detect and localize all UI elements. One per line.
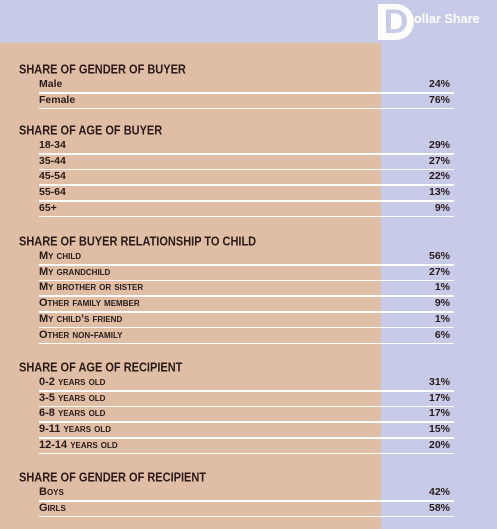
table-row: 35-44 27%	[0, 154, 497, 171]
row-value: 20%	[428, 438, 450, 451]
row-label: 9-11 years old	[39, 423, 111, 436]
section-title: SHARE OF GENDER OF BUYER	[19, 63, 186, 77]
row-label: Other non-family	[39, 328, 123, 341]
row-value: 27%	[428, 154, 450, 167]
chart-title: D ollar Share	[378, 4, 497, 40]
row-value: 1%	[434, 281, 450, 294]
table-row: 18-34 29%	[0, 138, 497, 155]
row-divider	[39, 168, 454, 171]
row-value: 13%	[428, 186, 450, 199]
row-value: 27%	[428, 265, 450, 278]
table-row: Female 76%	[0, 93, 497, 110]
row-divider	[39, 500, 454, 502]
row-value: 9%	[434, 297, 450, 310]
row-value: 42%	[428, 486, 450, 498]
row-value: 1%	[434, 312, 450, 325]
row-divider	[39, 326, 454, 329]
row-divider	[39, 153, 454, 155]
row-divider	[39, 215, 454, 218]
row-label: Boys	[39, 486, 64, 498]
row-label: Girls	[39, 501, 66, 514]
row-divider	[39, 184, 454, 186]
row-value: 6%	[434, 328, 450, 341]
table-row: 6-8 years old 17%	[0, 406, 497, 423]
row-value: 9%	[434, 201, 450, 214]
left-panel	[0, 43, 381, 529]
table-row: My child 56%	[0, 249, 497, 266]
table-row: Other non-family 6%	[0, 328, 497, 344]
table-row: Other family member 9%	[0, 296, 497, 313]
row-label: My child’s friend	[39, 312, 123, 325]
section-title: SHARE OF GENDER OF RECIPIENT	[19, 471, 207, 485]
row-label: 3-5 years old	[39, 391, 106, 404]
row-divider	[39, 437, 454, 439]
section-title: SHARE OF AGE OF BUYER	[19, 124, 163, 138]
row-divider	[39, 264, 454, 266]
row-label: 45-54	[39, 170, 66, 183]
row-label: 55-64	[39, 186, 66, 199]
row-label: My grandchild	[39, 265, 111, 278]
table-row: 45-54 22%	[0, 169, 497, 186]
table-row: 12-14 years old 20%	[0, 438, 497, 455]
table-row: Boys 42%	[0, 485, 497, 502]
row-label: 12-14 years old	[39, 438, 118, 451]
row-value: 56%	[428, 250, 450, 262]
row-value: 58%	[428, 501, 450, 514]
row-divider	[39, 515, 454, 518]
row-label: 6-8 years old	[39, 407, 106, 420]
row-label: My brother or sister	[39, 281, 144, 294]
section-title: SHARE OF AGE OF RECIPIENT	[19, 361, 183, 375]
section-title: SHARE OF BUYER RELATIONSHIP TO CHILD	[19, 235, 257, 249]
row-divider	[39, 421, 454, 423]
header-band	[0, 0, 381, 43]
row-label: My child	[39, 250, 81, 262]
table-row: My brother or sister 1%	[0, 280, 497, 297]
row-divider	[39, 107, 454, 110]
row-value: 17%	[428, 391, 450, 404]
row-value: 29%	[428, 139, 450, 151]
row-divider	[39, 390, 454, 392]
table-row: 0-2 years old 31%	[0, 375, 497, 392]
table-row: My child’s friend 1%	[0, 312, 497, 329]
title-rest: ollar Share	[414, 12, 480, 26]
row-label: Female	[39, 93, 76, 106]
row-label: 18-34	[39, 139, 66, 151]
title-initial: D	[378, 4, 414, 40]
row-label: 35-44	[39, 154, 66, 167]
row-divider	[39, 311, 454, 313]
table-row: 55-64 13%	[0, 185, 497, 202]
row-value: 22%	[428, 170, 450, 183]
table-row: Girls 58%	[0, 501, 497, 518]
row-label: 0-2 years old	[39, 376, 106, 388]
table-row: Male 24%	[0, 77, 497, 94]
row-divider	[39, 200, 454, 202]
table-row: 3-5 years old 17%	[0, 391, 497, 408]
row-label: Male	[39, 78, 63, 90]
row-divider	[39, 92, 454, 94]
row-divider	[39, 342, 454, 344]
row-divider	[39, 279, 454, 282]
row-value: 76%	[428, 93, 450, 106]
row-value: 15%	[428, 423, 450, 436]
table-row: 65+ 9%	[0, 201, 497, 218]
row-value: 31%	[428, 376, 450, 388]
row-divider	[39, 295, 454, 297]
row-label: 65+	[39, 201, 57, 214]
row-divider	[39, 452, 454, 455]
row-label: Other family member	[39, 297, 140, 310]
table-row: 9-11 years old 15%	[0, 422, 497, 439]
row-divider	[39, 405, 454, 408]
row-value: 24%	[428, 78, 450, 90]
table-row: My grandchild 27%	[0, 265, 497, 282]
row-value: 17%	[428, 407, 450, 420]
